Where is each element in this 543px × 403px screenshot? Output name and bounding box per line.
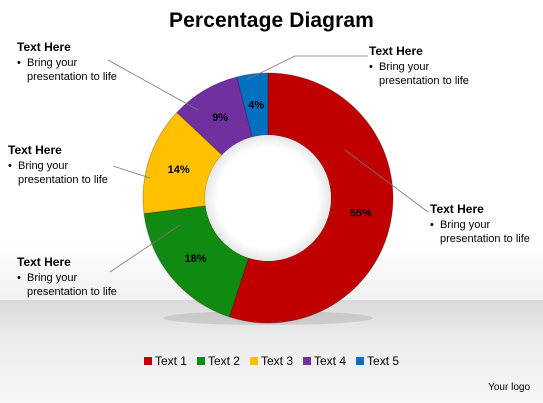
leader-line-text1 — [344, 149, 429, 213]
callout-bullet-text-line2: presentation to life — [440, 233, 530, 245]
legend-label-text-2: Text 2 — [207, 354, 240, 368]
bullet-icon: • — [369, 61, 373, 73]
callout-bullet-text-line2: presentation to life — [18, 174, 108, 186]
callout-bullet-text: Bring your — [379, 61, 430, 73]
bullet-icon: • — [430, 219, 434, 231]
callout-bullet-text-line2: presentation to life — [27, 286, 117, 298]
callout-heading: Text Here — [17, 255, 71, 269]
callout-bullet-text-line2: presentation to life — [379, 75, 469, 87]
bullet-icon: • — [8, 160, 12, 172]
legend-label-text-4: Text 4 — [314, 354, 347, 368]
callout-bullet-text: Bring your — [27, 57, 78, 69]
logo-text: Your logo — [488, 382, 530, 393]
callout-top-left: Text Here • Bring your presentation to li… — [17, 40, 117, 84]
legend-swatch-text-2 — [196, 357, 205, 365]
bullet-icon: • — [17, 272, 21, 284]
chart-title: Percentage Diagram — [169, 9, 374, 32]
leader-line-text2 — [109, 224, 181, 273]
slice-label-text-1: 55% — [350, 208, 372, 220]
legend-label-text-3: Text 3 — [260, 354, 293, 368]
legend-label-text-1: Text 1 — [154, 354, 187, 368]
leader-line-text5 — [245, 55, 368, 81]
callout-heading: Text Here — [430, 202, 484, 216]
legend-swatch-text-4 — [303, 357, 311, 365]
leader-line-text4 — [107, 59, 199, 111]
callout-bullet-text-line2: presentation to life — [27, 71, 117, 83]
legend-item-text-1: Text 1 — [143, 354, 187, 368]
slice-label-text-4: 9% — [212, 112, 228, 124]
callout-bullet-text: Bring your — [18, 160, 69, 172]
slice-label-text-3: 14% — [168, 164, 190, 176]
chart-legend: Text 1 Text 2 Text 3 Text 4 Text 5 — [0, 354, 543, 368]
legend-item-text-5: Text 5 — [356, 354, 399, 368]
legend-item-text-3: Text 3 — [249, 354, 293, 368]
callout-heading: Text Here — [8, 143, 62, 157]
legend-swatch-text-3 — [249, 357, 258, 365]
slice-label-text-5: 4% — [248, 100, 264, 112]
legend-item-text-4: Text 4 — [303, 354, 346, 368]
callout-heading: Text Here — [17, 40, 71, 54]
legend-item-text-2: Text 2 — [196, 354, 240, 368]
donut-hole — [205, 135, 331, 261]
leader-line-text3 — [112, 165, 151, 179]
legend-swatch-text-5 — [356, 357, 365, 365]
slice-label-text-2: 18% — [185, 253, 207, 265]
callout-leader-lines — [107, 55, 429, 273]
callout-middle-left: Text Here • Bring your presentation to li… — [8, 143, 108, 187]
callout-top-right: Text Here • Bring your presentation to li… — [369, 44, 469, 88]
callout-heading: Text Here — [369, 44, 423, 58]
callout-bottom-left: Text Here • Bring your presentation to li… — [17, 255, 117, 299]
callout-bullet-text: Bring your — [27, 272, 78, 284]
legend-label-text-5: Text 5 — [367, 354, 400, 368]
callout-bullet-text: Bring your — [440, 219, 491, 231]
callout-middle-right: Text Here • Bring your presentation to li… — [430, 202, 530, 246]
legend-swatch-text-1 — [143, 357, 152, 365]
bullet-icon: • — [17, 57, 21, 69]
